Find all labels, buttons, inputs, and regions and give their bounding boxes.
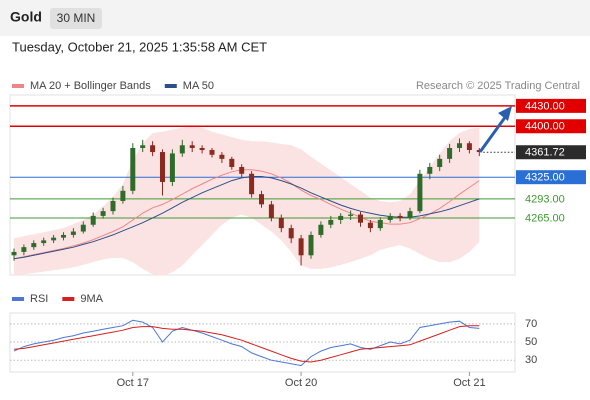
legend-swatch bbox=[164, 84, 177, 88]
candle-body bbox=[437, 158, 443, 167]
legend-swatch bbox=[62, 297, 75, 301]
candle-body bbox=[100, 211, 106, 216]
level-label: 4265.00 bbox=[525, 212, 565, 224]
candle-body bbox=[209, 150, 215, 155]
level-label-box bbox=[516, 145, 586, 160]
candle-body bbox=[377, 219, 383, 229]
candle-body bbox=[219, 154, 225, 159]
candle-body bbox=[140, 145, 146, 148]
candle-body bbox=[338, 215, 344, 220]
forecast-arrow bbox=[478, 115, 508, 153]
candle-body bbox=[51, 237, 57, 241]
candle-body bbox=[298, 238, 304, 256]
candle-body bbox=[179, 145, 185, 154]
candle-body bbox=[199, 147, 205, 151]
candle-body bbox=[189, 145, 195, 148]
candle-body bbox=[150, 145, 156, 153]
timestamp: Tuesday, October 21, 2025 1:35:58 AM CET bbox=[12, 39, 267, 54]
candle-body bbox=[80, 224, 86, 232]
candle-body bbox=[328, 219, 334, 225]
candle-body bbox=[417, 173, 423, 212]
x-tick-label: Oct 17 bbox=[117, 377, 149, 389]
candle-body bbox=[160, 152, 165, 182]
level-label: 4400.00 bbox=[525, 121, 565, 133]
price-frame bbox=[9, 94, 516, 276]
candle-body bbox=[278, 217, 284, 229]
candle-body bbox=[348, 214, 354, 216]
legend-label: MA 50 bbox=[183, 80, 214, 92]
candle-body bbox=[407, 211, 413, 218]
symbol: Gold bbox=[10, 9, 42, 25]
y-tick-label: 30 bbox=[525, 354, 537, 366]
candle-body bbox=[318, 224, 324, 235]
candle-body bbox=[358, 214, 363, 223]
candle-body bbox=[70, 231, 76, 235]
candle-body bbox=[249, 173, 255, 195]
level-label-box bbox=[516, 170, 586, 185]
candle-body bbox=[21, 247, 27, 252]
candle-body bbox=[308, 234, 314, 256]
forecast-arrowhead bbox=[498, 106, 512, 121]
level-label-box bbox=[516, 119, 586, 134]
legend-label: 9MA bbox=[80, 293, 103, 305]
candle-body bbox=[457, 143, 462, 148]
candle-body bbox=[130, 147, 136, 191]
plot-layer: MA 20 + Bollinger Bands MA 50 4430.00 4400.… bbox=[10, 80, 586, 389]
level-label: 4325.00 bbox=[525, 172, 565, 184]
ma-line bbox=[13, 169, 480, 260]
interval: 30 MIN bbox=[57, 11, 96, 25]
candle-body bbox=[397, 215, 403, 218]
candle-body bbox=[31, 243, 37, 248]
candle-body bbox=[90, 215, 96, 225]
legend-label: MA 20 + Bollinger Bands bbox=[30, 80, 151, 92]
candle-body bbox=[239, 167, 245, 174]
indicator-line bbox=[13, 325, 480, 363]
legend-swatch bbox=[12, 84, 24, 88]
y-tick-label: 70 bbox=[525, 318, 537, 330]
candle-body bbox=[11, 251, 17, 256]
candle-body bbox=[447, 147, 453, 159]
legend-label: RSI bbox=[30, 293, 48, 305]
bollinger-band bbox=[14, 126, 480, 276]
level-label: 4293.00 bbox=[525, 193, 565, 205]
level-label-box bbox=[516, 98, 586, 113]
legend-swatch bbox=[12, 297, 24, 301]
candle-body bbox=[120, 190, 126, 201]
candle-body bbox=[268, 204, 274, 218]
candle-body bbox=[427, 167, 433, 174]
level-label: 4430.00 bbox=[525, 100, 565, 112]
x-tick-label: Oct 20 bbox=[285, 377, 317, 389]
candle-body bbox=[61, 234, 66, 238]
candle-body bbox=[41, 240, 47, 244]
indicator-line bbox=[13, 319, 480, 367]
candle-body bbox=[229, 158, 235, 167]
candle-body bbox=[259, 194, 264, 205]
candle-body bbox=[387, 215, 393, 220]
candle-body bbox=[110, 200, 116, 212]
credit: Research © 2025 Trading Central bbox=[416, 80, 580, 92]
y-tick-label: 50 bbox=[525, 336, 537, 348]
level-label: 4361.72 bbox=[525, 147, 565, 159]
x-tick-label: Oct 21 bbox=[453, 377, 485, 389]
candle-body bbox=[466, 143, 472, 151]
candle-body bbox=[288, 228, 294, 239]
candle-body bbox=[169, 153, 175, 182]
interval-box bbox=[50, 8, 102, 29]
candle-body bbox=[367, 222, 373, 229]
